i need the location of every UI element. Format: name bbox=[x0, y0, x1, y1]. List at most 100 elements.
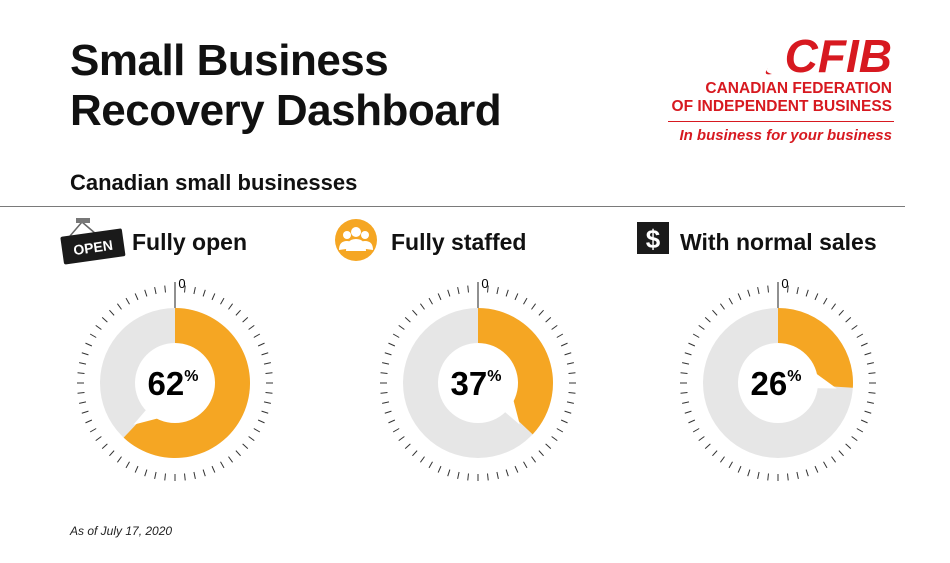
gauge-tick bbox=[496, 287, 499, 295]
gauge-tick bbox=[220, 461, 225, 469]
gauge-tick bbox=[787, 285, 789, 293]
gauge-tick bbox=[505, 289, 509, 297]
gauge-tick bbox=[125, 297, 130, 305]
gauge-tick bbox=[712, 309, 718, 316]
gauge-tick bbox=[684, 410, 692, 414]
gauge-tick bbox=[79, 401, 87, 404]
gauge-notch bbox=[133, 407, 164, 425]
gauge-tick bbox=[805, 469, 809, 477]
panel-normal-sales: $ With normal sales 0 26% bbox=[633, 218, 933, 498]
gauge-tick bbox=[101, 443, 108, 449]
gauge-ticks bbox=[380, 285, 576, 481]
people-icon bbox=[335, 219, 377, 261]
gauge-tick bbox=[248, 324, 255, 330]
gauge-tick bbox=[845, 317, 852, 323]
logo-speech-tail bbox=[765, 68, 772, 75]
panel-label: Fully staffed bbox=[391, 229, 527, 255]
gauge-tick bbox=[228, 456, 234, 463]
dollar-icon-glyph: $ bbox=[646, 224, 661, 254]
panel-header: OPEN Fully open bbox=[30, 218, 330, 268]
gauge-tick bbox=[235, 309, 241, 316]
gauge-tick bbox=[860, 419, 868, 424]
panel-header: $ With normal sales bbox=[633, 218, 933, 268]
gauge-tick bbox=[866, 362, 874, 365]
gauge-tick bbox=[419, 303, 425, 310]
dollar-icon: $ bbox=[637, 222, 669, 254]
gauge-tick bbox=[392, 428, 400, 433]
gauge-tick bbox=[856, 428, 864, 433]
gauge-tick bbox=[398, 436, 405, 442]
gauge-tick bbox=[868, 372, 876, 374]
gauge-zero-label: 0 bbox=[781, 276, 788, 291]
gauge-tick bbox=[523, 297, 528, 305]
cfib-logo: CFIB CANADIAN FEDERATION OF INDEPENDENT … bbox=[660, 30, 900, 144]
gauge-zero-label: 0 bbox=[178, 276, 185, 291]
gauge-tick bbox=[265, 372, 273, 374]
title-line-1: Small Business bbox=[70, 36, 389, 85]
gauge-tick bbox=[556, 428, 564, 433]
gauge-tick bbox=[568, 372, 576, 374]
gauge-tick bbox=[211, 465, 216, 473]
gauge-tick bbox=[757, 287, 760, 295]
gauge-value: 62 bbox=[148, 365, 185, 402]
gauge-tick bbox=[551, 436, 558, 442]
gauge-tick bbox=[95, 324, 102, 330]
gauge-value-text: 62% bbox=[148, 365, 199, 402]
gauge-tick bbox=[737, 465, 742, 473]
gauge-tick bbox=[242, 317, 249, 323]
gauge-tick bbox=[77, 372, 85, 374]
gauge-tick bbox=[95, 436, 102, 442]
gauge-tick bbox=[447, 289, 451, 297]
gauge-value-text: 26% bbox=[751, 365, 802, 402]
gauge-tick bbox=[514, 293, 519, 301]
logo-rule bbox=[668, 121, 894, 122]
gauge-tick bbox=[154, 471, 157, 479]
gauge-tick bbox=[505, 469, 509, 477]
gauge-tick bbox=[838, 450, 844, 457]
gauge-tick bbox=[523, 461, 528, 469]
gauge-tick bbox=[164, 285, 166, 293]
gauge-tick bbox=[564, 352, 572, 356]
gauge-tick bbox=[728, 461, 733, 469]
gauge-tick bbox=[814, 293, 819, 301]
gauge-tick bbox=[257, 342, 265, 347]
gauge-tick bbox=[384, 410, 392, 414]
gauge-tick bbox=[692, 428, 700, 433]
gauge-tick bbox=[538, 309, 544, 316]
gauge-tick bbox=[787, 473, 789, 481]
gauge-tick bbox=[144, 469, 148, 477]
gauge-tick bbox=[253, 428, 261, 433]
gauge-tick bbox=[467, 473, 469, 481]
gauge-tick bbox=[560, 419, 568, 424]
logo-line-1: CANADIAN FEDERATION bbox=[705, 80, 892, 97]
gauge-tick bbox=[134, 465, 139, 473]
page-title: Small Business Recovery Dashboard bbox=[70, 36, 502, 136]
gauge-tick bbox=[538, 450, 544, 457]
gauge-tick bbox=[220, 297, 225, 305]
gauge-tick bbox=[388, 342, 396, 347]
gauge-tick bbox=[428, 461, 433, 469]
gauge-tick bbox=[428, 297, 433, 305]
gauge-tick bbox=[437, 293, 442, 301]
logo-line-2: OF INDEPENDENT BUSINESS bbox=[671, 98, 892, 115]
gauge-tick bbox=[263, 362, 271, 365]
gauge-tick bbox=[814, 465, 819, 473]
gauge-tick bbox=[796, 471, 799, 479]
gauge-tick bbox=[388, 419, 396, 424]
gauge-tick bbox=[384, 352, 392, 356]
gauge-tick bbox=[531, 303, 537, 310]
gauge-tick bbox=[261, 352, 269, 356]
gauge-value: 37 bbox=[451, 365, 488, 402]
gauge-tick bbox=[253, 333, 261, 338]
gauge-tick bbox=[566, 401, 574, 404]
gauge-tick bbox=[89, 428, 97, 433]
panel-label: With normal sales bbox=[680, 229, 877, 255]
gauge-tick bbox=[796, 287, 799, 295]
as-of-date: As of July 17, 2020 bbox=[70, 524, 173, 538]
gauge-tick bbox=[404, 317, 411, 323]
gauge-center bbox=[438, 343, 518, 423]
gauge-tick bbox=[85, 342, 93, 347]
gauge-tick bbox=[831, 303, 837, 310]
gauge-fully-open: 0 62% bbox=[77, 276, 273, 481]
gauge-tick bbox=[698, 436, 705, 442]
